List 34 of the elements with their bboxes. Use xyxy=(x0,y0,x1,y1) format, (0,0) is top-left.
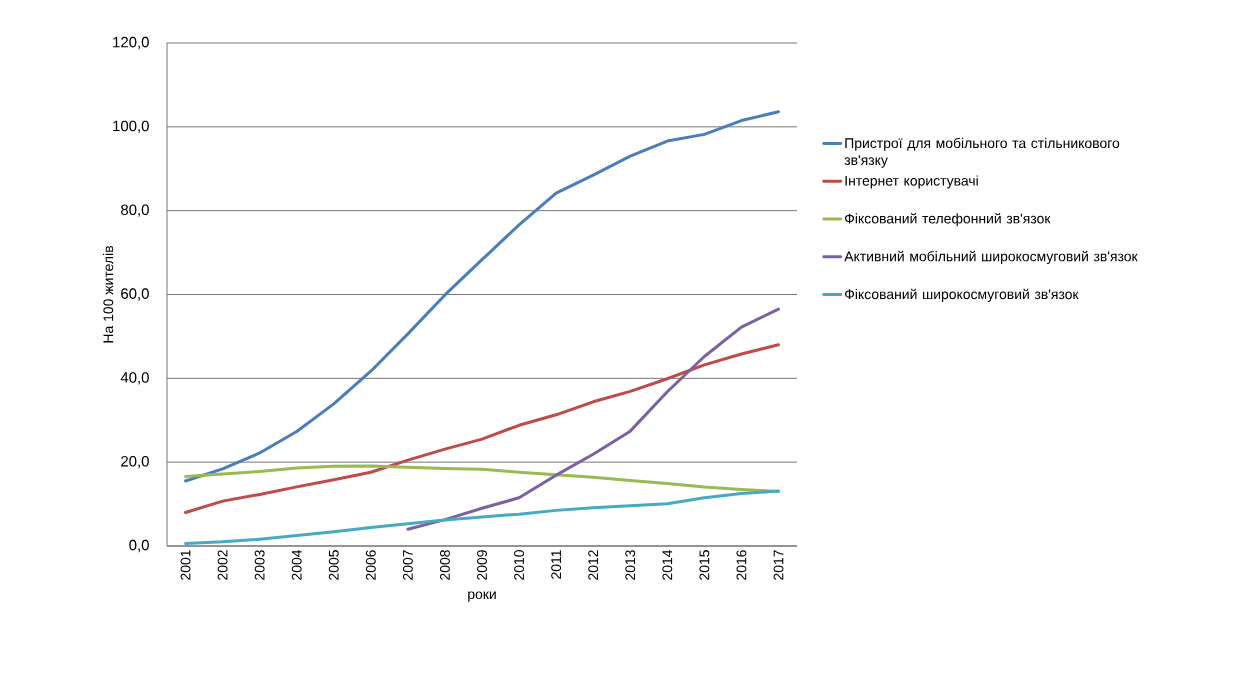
x-tick-label: 2006 xyxy=(365,550,376,580)
x-tick-label: 2009 xyxy=(477,550,487,580)
x-tick-label: 2014 xyxy=(662,549,673,580)
x-tick-label: 2001 xyxy=(180,550,191,580)
y-tick-label: 40,0 xyxy=(120,372,149,385)
x-tick-label: 2002 xyxy=(217,550,228,580)
x-tick-label: 2013 xyxy=(625,550,636,580)
x-tick-label: 2003 xyxy=(254,550,265,580)
x-tick-label: 2017 xyxy=(773,550,784,580)
y-tick-label: 120,0 xyxy=(113,36,149,50)
legend-label: Пристрої для мобільного та стільникового зв'язку xyxy=(844,137,1120,168)
y-tick-label: 0,0 xyxy=(129,539,149,553)
legend-label: Фіксований телефонний зв'язок xyxy=(845,213,1051,227)
x-tick-label: 2005 xyxy=(328,550,339,580)
x-tick-label: 2012 xyxy=(588,550,599,580)
x-tick-label: 2008 xyxy=(440,550,450,580)
x-tick-label: 2004 xyxy=(291,549,302,580)
x-tick-label: 2015 xyxy=(699,550,710,580)
y-tick-label: 80,0 xyxy=(121,204,149,217)
x-axis-title: роки xyxy=(468,591,496,602)
line-series xyxy=(184,343,780,514)
line-series xyxy=(184,110,780,483)
x-tick-label: 2010 xyxy=(514,550,525,580)
legend-label: Активний мобільний широкосмуговий зв'язок xyxy=(844,250,1138,265)
y-tick-label: 100,0 xyxy=(113,120,149,133)
line-series xyxy=(406,307,780,531)
x-tick-label: 2011 xyxy=(551,550,562,579)
legend-label: Інтернет користувачі xyxy=(845,175,978,189)
x-tick-label: 2007 xyxy=(402,550,413,580)
legend-label: Фіксований широкосмуговий зв'язок xyxy=(845,288,1079,302)
y-tick-label: 20,0 xyxy=(121,455,149,469)
y-tick-label: 60,0 xyxy=(121,288,149,301)
x-tick-label: 2016 xyxy=(736,550,747,580)
y-axis-title: На 100 жителів xyxy=(103,246,114,343)
